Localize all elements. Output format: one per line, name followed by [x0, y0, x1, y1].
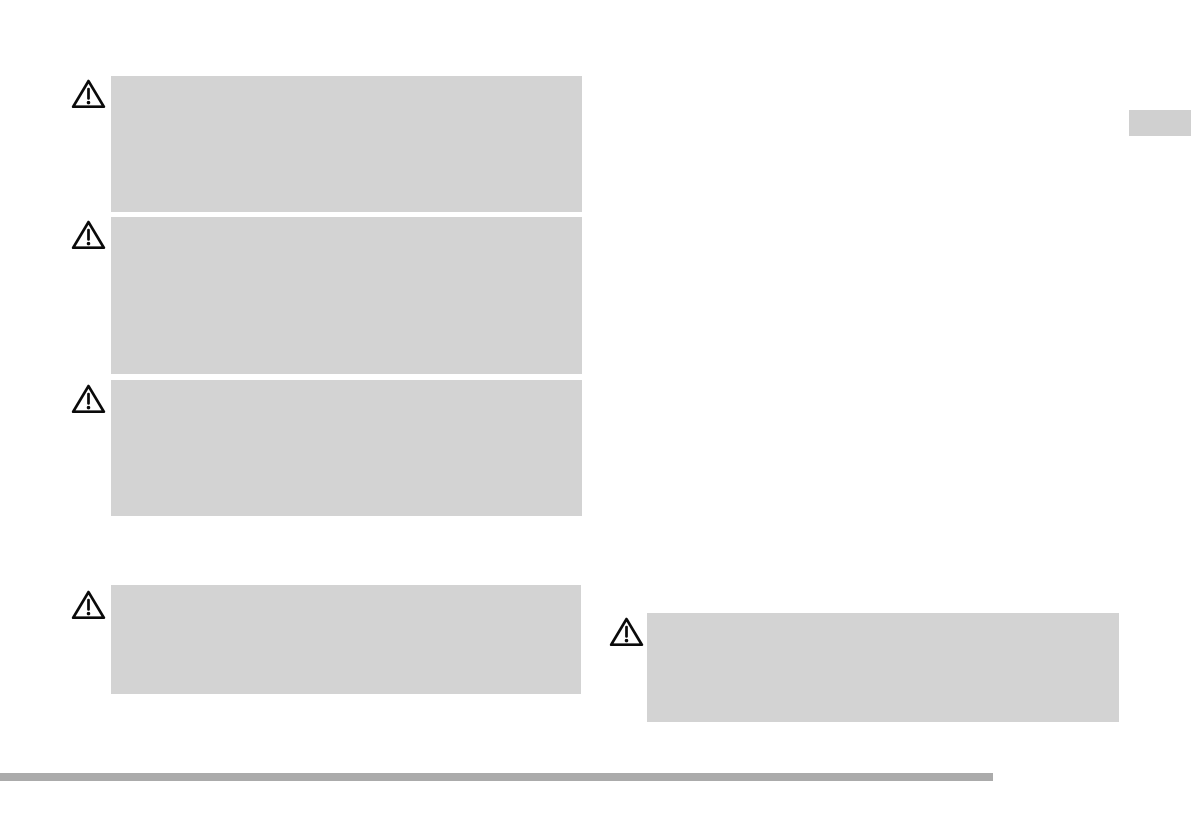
warning-triangle-icon [609, 617, 644, 647]
footer-rule [0, 773, 993, 781]
warning-triangle-icon [71, 384, 106, 414]
warning-placeholder-box [647, 613, 1119, 722]
warning-triangle-icon [71, 590, 106, 620]
warning-placeholder-box [111, 585, 581, 694]
warning-placeholder-box [111, 217, 582, 374]
page-edge-tab [1129, 110, 1191, 136]
warning-placeholder-box [111, 76, 582, 212]
warning-triangle-icon [71, 79, 106, 109]
warning-triangle-icon [71, 220, 106, 250]
warning-placeholder-box [111, 380, 582, 516]
warning-callout-1 [0, 0, 582, 212]
